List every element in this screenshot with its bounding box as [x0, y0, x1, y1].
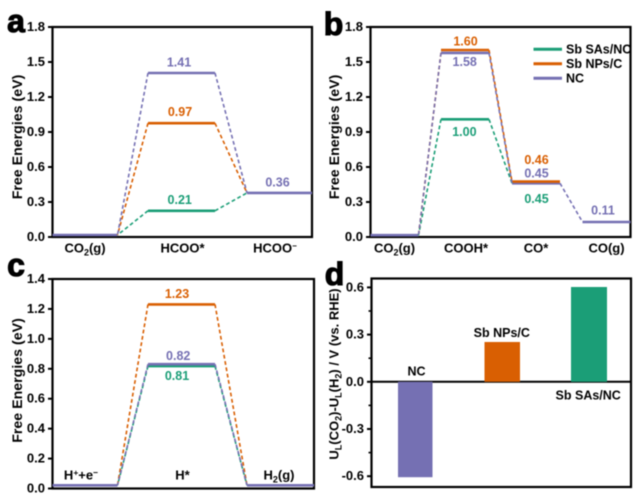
svg-text:0.6: 0.6	[27, 391, 45, 406]
svg-text:0.9: 0.9	[345, 124, 363, 139]
svg-text:0.45: 0.45	[524, 167, 548, 181]
svg-text:0.45: 0.45	[524, 192, 548, 206]
svg-text:1.5: 1.5	[27, 54, 45, 69]
svg-text:0.2: 0.2	[27, 451, 45, 466]
svg-text:0.46: 0.46	[524, 153, 548, 167]
svg-text:CO*: CO*	[524, 241, 550, 256]
svg-text:c: c	[7, 247, 25, 283]
svg-text:1.2: 1.2	[345, 89, 363, 104]
svg-text:1.2: 1.2	[27, 301, 45, 316]
svg-text:CO(g): CO(g)	[588, 241, 624, 256]
svg-text:0.81: 0.81	[165, 369, 189, 383]
svg-text:UL​(CO2​)-UL​(H2​) / V (vs. RH: UL​(CO2​)-UL​(H2​) / V (vs. RHE)	[327, 288, 344, 459]
svg-text:Sb SAs/NC: Sb SAs/NC	[556, 388, 621, 402]
svg-text:1.8: 1.8	[27, 19, 45, 34]
svg-text:1.5: 1.5	[345, 54, 363, 69]
svg-text:1.60: 1.60	[453, 35, 477, 49]
svg-text:Sb NPs/C: Sb NPs/C	[566, 57, 622, 71]
svg-text:0.9: 0.9	[27, 124, 45, 139]
svg-text:CO2​(g): CO2​(g)	[374, 241, 415, 258]
svg-text:NC: NC	[566, 72, 584, 86]
svg-text:1.4: 1.4	[27, 271, 46, 286]
svg-text:0.6: 0.6	[346, 279, 364, 294]
svg-text:1.23: 1.23	[165, 287, 189, 301]
svg-text:CO2​(g): CO2​(g)	[64, 241, 105, 258]
svg-text:1.0: 1.0	[27, 331, 45, 346]
svg-text:0.0: 0.0	[346, 374, 364, 389]
svg-text:0.3: 0.3	[345, 194, 363, 209]
svg-text:b: b	[324, 6, 344, 42]
svg-text:0.3: 0.3	[27, 194, 45, 209]
svg-text:Sb NPs/C: Sb NPs/C	[474, 326, 530, 340]
svg-text:H+​+e−​: H+​+e−​	[64, 467, 98, 482]
svg-text:NC: NC	[407, 365, 425, 379]
svg-text:Free Energies (eV): Free Energies (eV)	[10, 318, 26, 443]
svg-text:HCOO−​: HCOO−​	[253, 241, 297, 256]
svg-text:0.4: 0.4	[27, 421, 46, 436]
svg-text:0.11: 0.11	[591, 203, 615, 217]
svg-text:-0.6: -0.6	[342, 468, 364, 483]
svg-text:Free Energies (eV): Free Energies (eV)	[10, 74, 26, 199]
svg-text:1.58: 1.58	[453, 55, 477, 69]
svg-text:H2​(g): H2​(g)	[263, 467, 294, 484]
svg-text:1.00: 1.00	[452, 125, 476, 139]
svg-text:0.3: 0.3	[346, 327, 364, 342]
svg-text:0.36: 0.36	[265, 175, 289, 189]
svg-text:1.2: 1.2	[27, 89, 45, 104]
svg-text:1.41: 1.41	[167, 55, 191, 69]
svg-text:H*: H*	[175, 467, 190, 482]
svg-text:1.8: 1.8	[345, 19, 363, 34]
svg-text:d: d	[325, 256, 345, 292]
svg-text:0.0: 0.0	[27, 229, 45, 244]
svg-text:0.97: 0.97	[168, 105, 192, 119]
svg-text:a: a	[7, 3, 25, 39]
svg-text:0.0: 0.0	[345, 229, 363, 244]
svg-text:-0.3: -0.3	[342, 421, 364, 436]
svg-text:0.21: 0.21	[168, 193, 192, 207]
svg-text:Free Energies (eV): Free Energies (eV)	[327, 74, 343, 199]
svg-text:0.82: 0.82	[166, 349, 190, 363]
svg-text:COOH*: COOH*	[444, 241, 489, 256]
svg-text:HCOO*: HCOO*	[160, 241, 205, 256]
svg-text:0.6: 0.6	[27, 159, 45, 174]
svg-text:0.6: 0.6	[345, 159, 363, 174]
svg-text:0.0: 0.0	[27, 481, 45, 496]
svg-text:Sb SAs/NC: Sb SAs/NC	[566, 43, 631, 57]
svg-text:0.8: 0.8	[27, 361, 45, 376]
